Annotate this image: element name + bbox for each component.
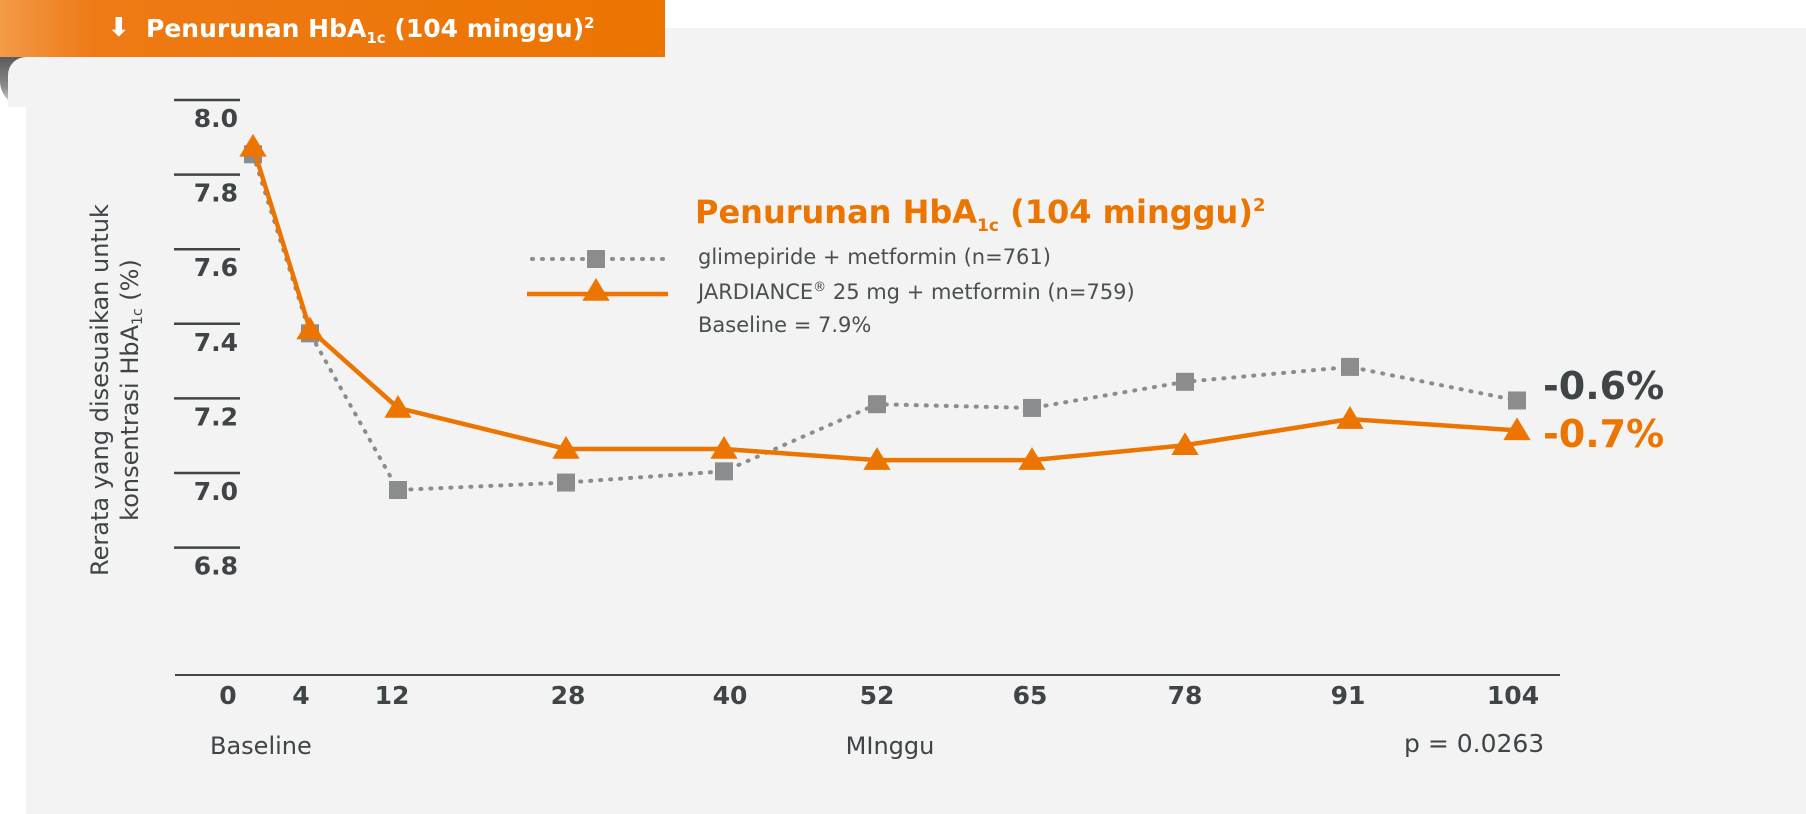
series-line-jardiance <box>250 146 1518 463</box>
x-tick-label: 78 <box>1168 681 1203 710</box>
y-tick-label: 7.0 <box>194 477 238 506</box>
y-tick-label: 7.8 <box>194 179 238 208</box>
y-tick-label: 7.4 <box>194 328 238 357</box>
y-tick-label: 7.6 <box>194 253 238 282</box>
data-point-glimepiride <box>1341 357 1359 376</box>
data-point-jardiance <box>710 435 738 459</box>
x-tick-label: 28 <box>551 681 586 710</box>
x-tick-label: 40 <box>713 681 748 710</box>
y-tick-label: 8.0 <box>194 104 238 133</box>
chart-panel <box>26 28 1806 814</box>
legend-item-jardiance: JARDIANCE® 25 mg + metformin (n=759) <box>698 280 1135 304</box>
p-value: p = 0.0263 <box>1404 729 1545 758</box>
data-point-glimepiride <box>1508 391 1526 410</box>
legend-baseline-note: Baseline = 7.9% <box>698 313 872 337</box>
data-point-jardiance <box>1018 447 1046 470</box>
data-point-jardiance <box>1171 432 1199 455</box>
data-point-jardiance <box>1336 406 1364 429</box>
data-point-glimepiride <box>868 395 886 414</box>
data-point-jardiance <box>1503 417 1531 441</box>
data-point-glimepiride <box>715 462 733 481</box>
x-tick-label: 65 <box>1013 681 1048 710</box>
x-axis-label: MInggu <box>846 732 935 760</box>
y-tick-label: 6.8 <box>194 552 238 581</box>
arrow-down-icon: ⬇ <box>108 13 130 43</box>
x-tick-label: 91 <box>1331 681 1366 710</box>
baseline-label: Baseline <box>210 732 312 760</box>
header-title: Penurunan HbA1c (104 minggu)2 <box>146 14 595 47</box>
data-point-glimepiride <box>1176 372 1194 391</box>
header-banner: ⬇ Penurunan HbA1c (104 minggu)2 <box>0 0 665 57</box>
legend-marker-jardiance <box>582 278 610 301</box>
data-point-jardiance <box>552 435 580 459</box>
end-label-jardiance: -0.7% <box>1543 412 1665 456</box>
data-point-jardiance <box>863 447 891 470</box>
data-point-glimepiride <box>1023 398 1041 417</box>
legend-title: Penurunan HbA1c (104 minggu)2 <box>695 193 1266 236</box>
data-point-jardiance <box>384 394 412 418</box>
x-tick-label: 52 <box>860 681 895 710</box>
data-point-jardiance <box>239 133 267 157</box>
x-tick-label: 0 <box>219 681 236 710</box>
y-tick-label: 7.2 <box>194 402 238 431</box>
legend-marker-glimepiride <box>587 250 605 268</box>
data-point-glimepiride <box>389 481 407 499</box>
y-axis-label: Rerata yang disesuaikan untuk konsentras… <box>86 204 146 576</box>
x-tick-label: 12 <box>375 681 410 710</box>
x-tick-label: 104 <box>1487 681 1539 710</box>
end-label-glimepiride: -0.6% <box>1543 364 1665 408</box>
data-point-jardiance <box>296 316 324 340</box>
legend-item-glimepiride: glimepiride + metformin (n=761) <box>698 245 1051 269</box>
x-tick-label: 4 <box>292 681 309 710</box>
data-point-glimepiride <box>557 473 575 492</box>
